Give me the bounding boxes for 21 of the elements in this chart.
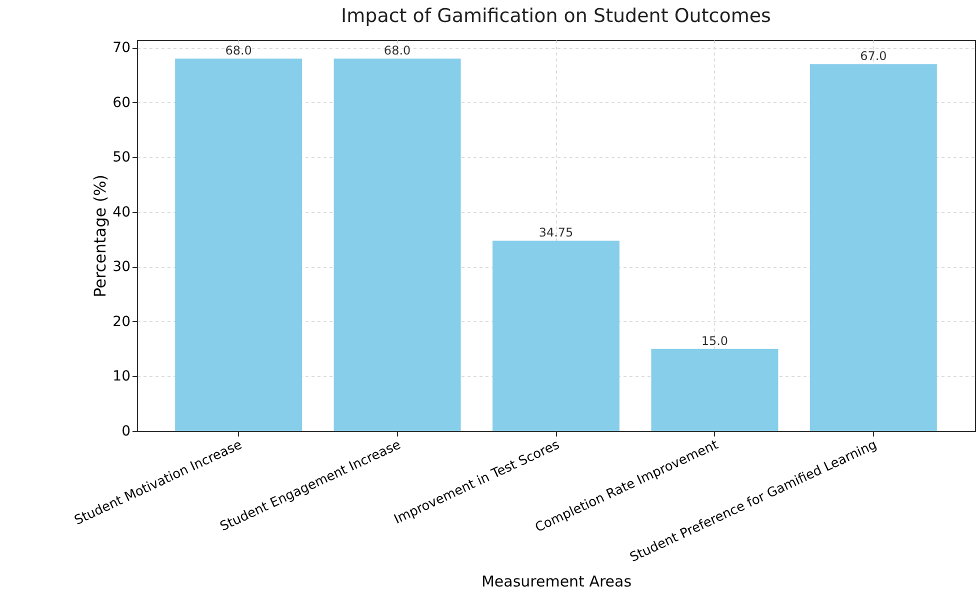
y-tick-label: 50 [112, 150, 130, 166]
data-label: 68.0 [225, 44, 252, 58]
x-axis-title: Measurement Areas [481, 572, 632, 591]
y-tick-label: 40 [112, 204, 130, 220]
y-tick-label: 10 [112, 368, 130, 385]
data-label: 15.0 [701, 334, 728, 348]
data-label: 34.75 [538, 226, 574, 240]
y-tick-label: 20 [112, 314, 130, 330]
bar [334, 58, 461, 431]
bar [810, 64, 937, 431]
y-tick-label: 60 [112, 94, 130, 111]
y-tick-label: 30 [112, 259, 130, 276]
y-axis-title: Percentage (%) [90, 174, 110, 298]
bar [175, 58, 302, 431]
bar [492, 240, 620, 431]
y-tick-label: 70 [112, 40, 130, 56]
data-label: 68.0 [384, 44, 411, 58]
bar [651, 348, 778, 431]
chart-title: Impact of Gamification on Student Outcomes [341, 5, 771, 27]
y-tick-label: 0 [122, 424, 130, 440]
data-label: 67.0 [860, 49, 887, 64]
